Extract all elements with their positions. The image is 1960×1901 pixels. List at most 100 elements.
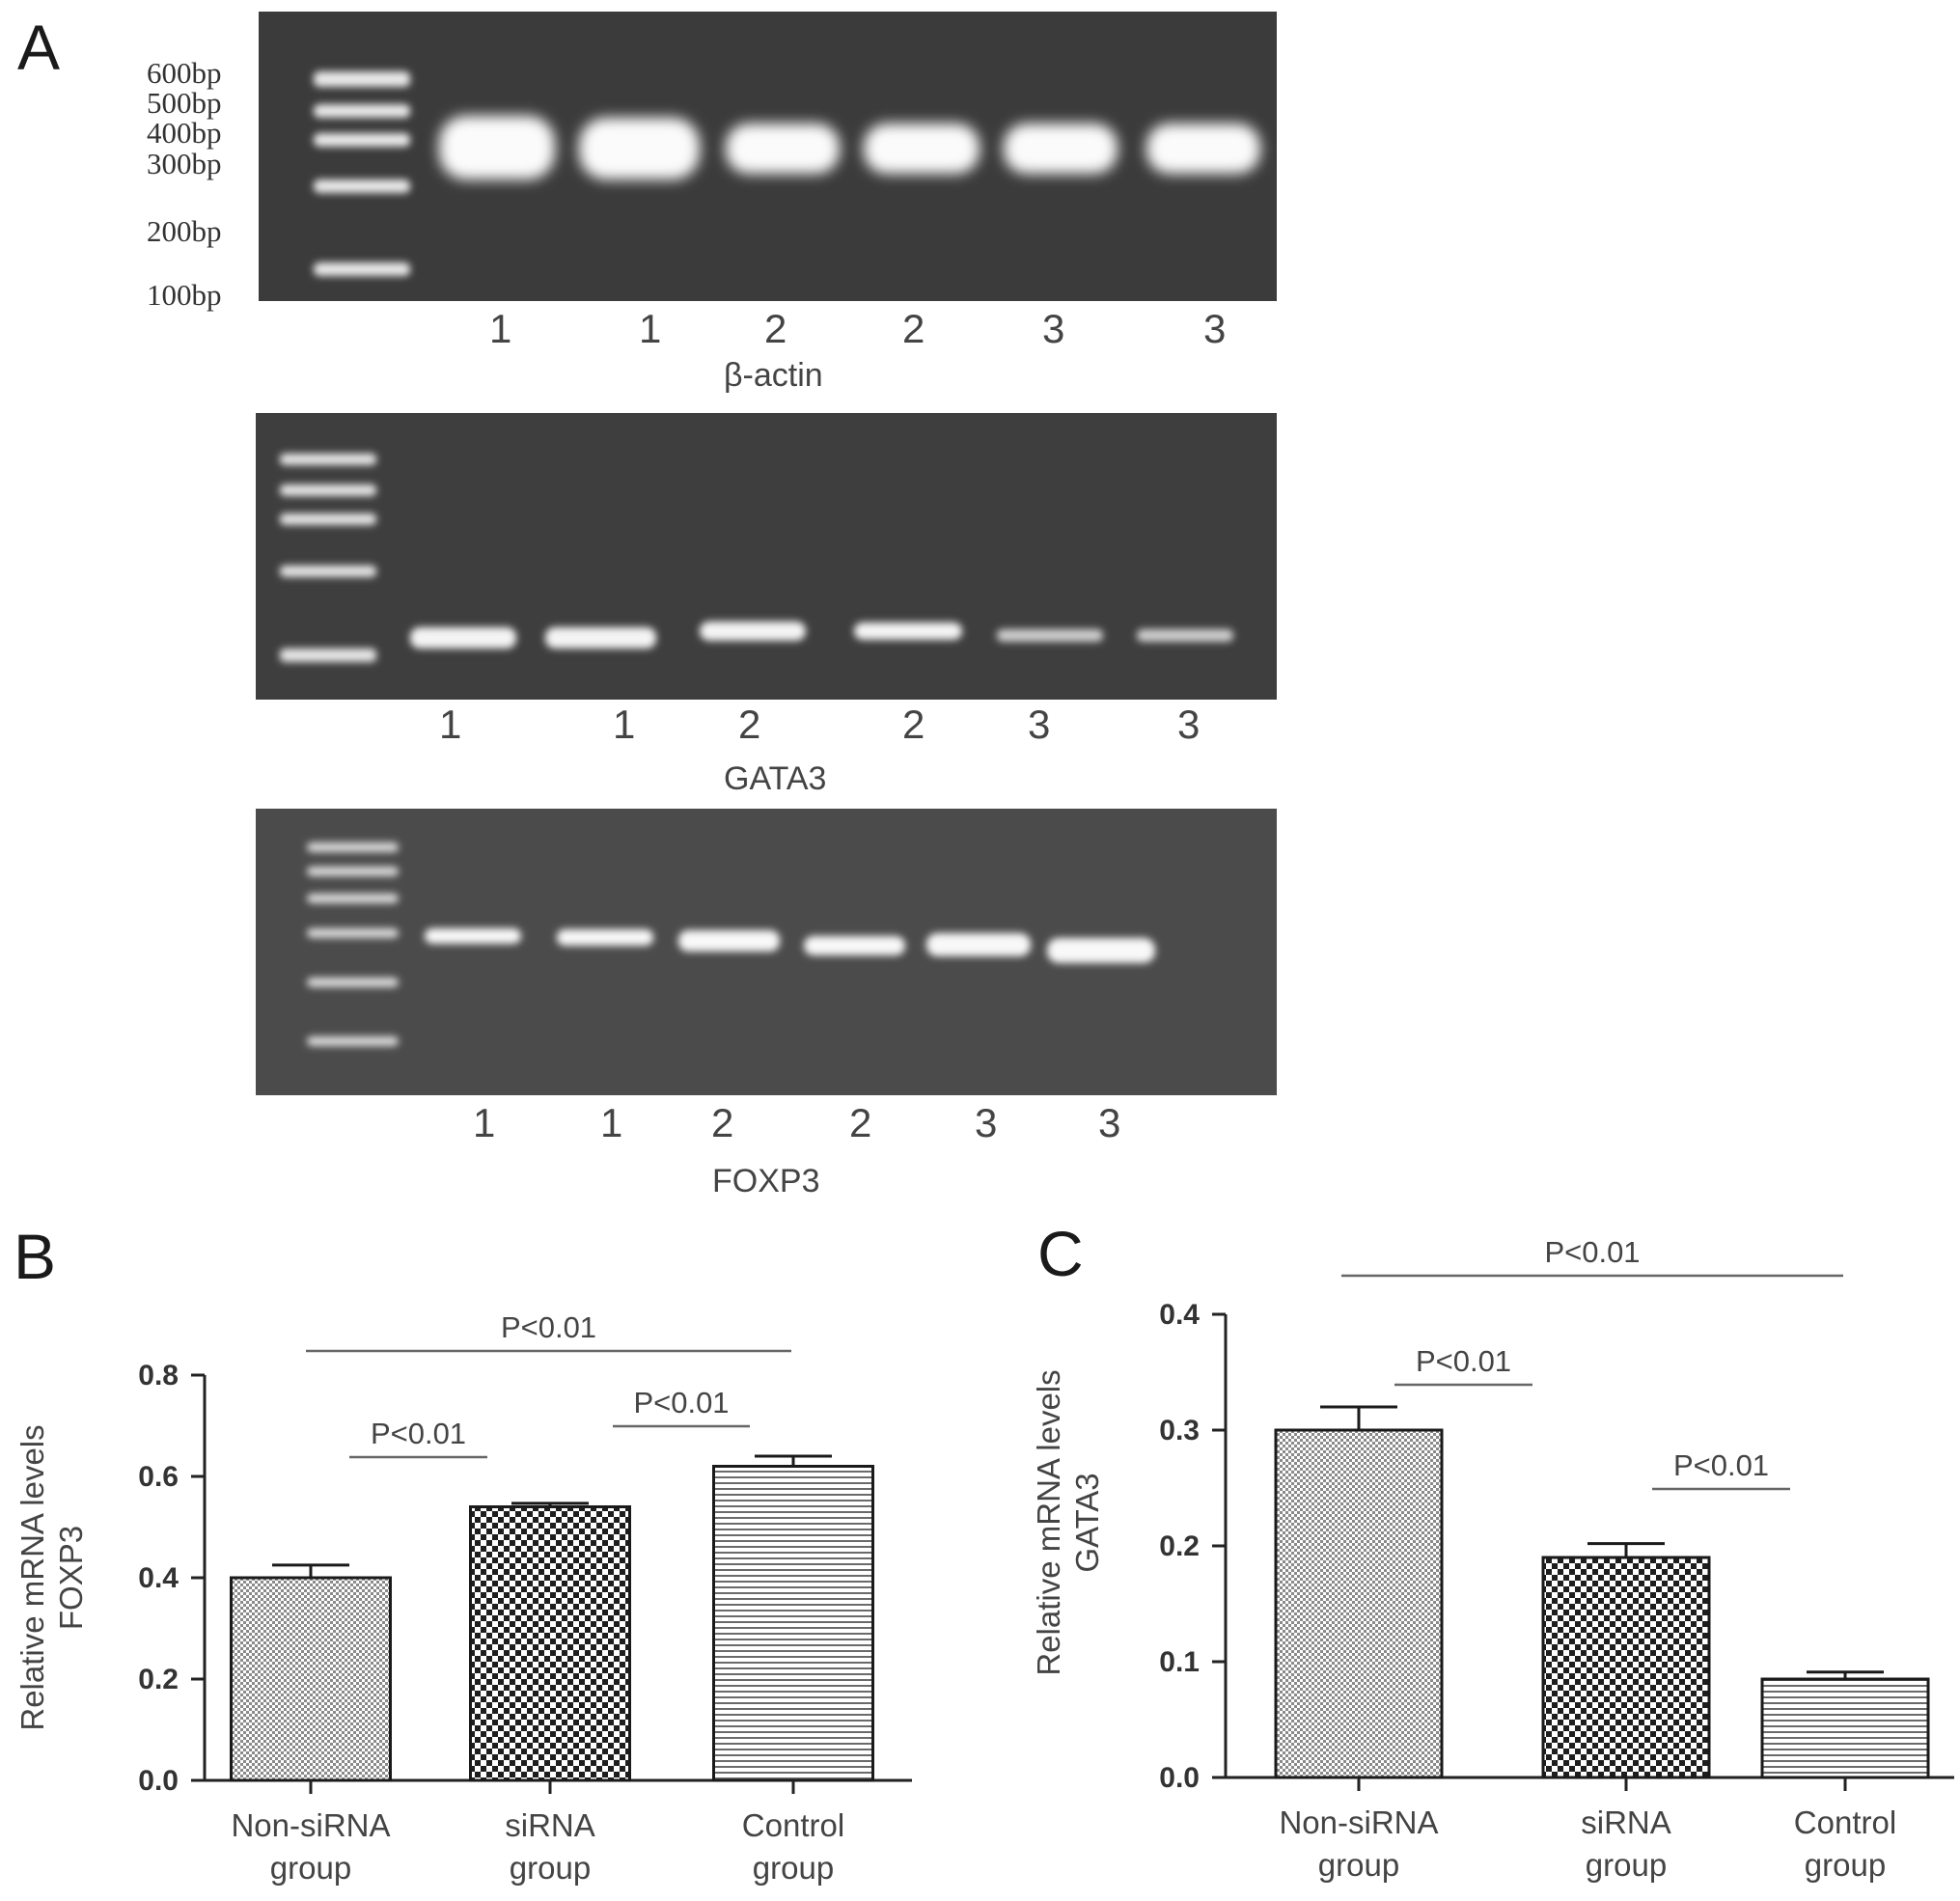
sample-band <box>439 116 555 179</box>
ladder-band <box>307 928 399 938</box>
bar <box>1760 1677 1930 1779</box>
y-tick-label: 0.4 <box>138 1562 179 1594</box>
ladder-label: 200bp <box>147 214 222 248</box>
ladder-band <box>307 867 399 876</box>
lane-label: 1 <box>439 702 461 747</box>
sample-band <box>926 933 1031 956</box>
lane-label: 2 <box>738 702 760 747</box>
ladder-label: 600bp <box>147 56 222 90</box>
panel-letter-b: B <box>14 1221 56 1292</box>
gel-label: β-actin <box>724 357 823 394</box>
sample-band <box>1137 629 1233 642</box>
lane-label: 1 <box>639 306 661 351</box>
lane-label: 2 <box>849 1100 871 1145</box>
category-label: group <box>510 1850 591 1886</box>
ladder-band <box>307 842 399 852</box>
ladder-band <box>314 262 410 276</box>
ladder-labels: 600bp 500bp 400bp 300bp 200bp 100bp <box>147 56 222 312</box>
lane-label: 3 <box>1098 1100 1120 1145</box>
gel-label: FOXP3 <box>712 1163 819 1199</box>
y-axis-label: FOXP3 <box>53 1526 89 1630</box>
lane-label: 1 <box>600 1100 622 1145</box>
ladder-band <box>307 978 399 987</box>
chart-foxp3: 0.0 0.2 0.4 0.6 0.8 Relative mRNA levels FOXP3… <box>14 1310 912 1886</box>
lane-label: 2 <box>711 1100 733 1145</box>
ladder <box>314 71 410 276</box>
sample-band <box>579 118 700 179</box>
category-label: Non-siRNA <box>1279 1805 1438 1840</box>
gel-foxp3: 1 1 2 2 3 3 FOXP3 <box>256 809 1277 1199</box>
sample-band <box>425 928 521 944</box>
sample-band <box>864 124 980 174</box>
y-axis-label: Relative mRNA levels <box>1031 1369 1066 1675</box>
y-tick-label: 0.6 <box>138 1461 179 1493</box>
ladder-band <box>314 104 410 118</box>
lane-label: 3 <box>975 1100 997 1145</box>
sample-bands <box>410 621 1233 648</box>
category-label: Control <box>1794 1805 1896 1840</box>
gel-background <box>256 413 1277 700</box>
y-axis-label: GATA3 <box>1069 1473 1105 1572</box>
lane-label: 3 <box>1028 702 1050 747</box>
sample-band <box>726 124 840 174</box>
sample-band <box>854 622 962 640</box>
sample-bands <box>439 116 1260 179</box>
ladder-band <box>280 513 376 525</box>
lane-label: 1 <box>489 306 511 351</box>
y-tick-label: 0.3 <box>1159 1415 1200 1446</box>
sample-band <box>678 930 780 951</box>
ladder-label: 500bp <box>147 86 222 120</box>
ladder-label: 400bp <box>147 116 222 150</box>
y-tick-label: 0.2 <box>138 1664 179 1695</box>
ladder <box>307 842 399 1046</box>
significance-label: P<0.01 <box>633 1386 729 1419</box>
y-axis-label: Relative mRNA levels <box>14 1424 50 1730</box>
ladder-band <box>314 133 410 147</box>
category-label: group <box>1586 1847 1667 1883</box>
bar <box>469 1505 631 1782</box>
ladder-label: 100bp <box>147 278 222 312</box>
ladder-band <box>280 648 376 662</box>
bar <box>1541 1556 1711 1779</box>
sample-band <box>804 936 905 955</box>
lane-label: 2 <box>902 702 925 747</box>
lane-label: 1 <box>613 702 635 747</box>
lane-labels: 1 1 2 2 3 3 <box>489 306 1226 351</box>
category-label: siRNA <box>505 1807 595 1843</box>
ladder-band <box>314 179 410 193</box>
ladder-label: 300bp <box>147 147 222 180</box>
sample-band <box>700 621 806 641</box>
sample-bands <box>425 928 1155 963</box>
significance-label: P<0.01 <box>1416 1344 1511 1378</box>
category-label: group <box>753 1850 834 1886</box>
category-label: group <box>1805 1847 1886 1883</box>
gel-label: GATA3 <box>724 760 826 797</box>
category-label: group <box>270 1850 351 1886</box>
panel-letter-a: A <box>17 12 60 83</box>
significance-label: P<0.01 <box>501 1310 596 1344</box>
y-tick-label: 0.8 <box>138 1360 179 1391</box>
chart-gata3: 0.0 0.1 0.2 0.3 0.4 Relative mRNA levels GATA3… <box>1031 1235 1954 1883</box>
lane-labels: 1 1 2 2 3 3 <box>473 1100 1120 1145</box>
significance-label: P<0.01 <box>1544 1235 1640 1269</box>
sample-band <box>545 627 656 648</box>
lane-label: 3 <box>1177 702 1200 747</box>
sample-band <box>1146 124 1260 174</box>
y-tick-label: 0.4 <box>1159 1299 1200 1331</box>
bar <box>230 1576 392 1782</box>
ladder-band <box>280 454 376 465</box>
sample-band <box>997 629 1103 642</box>
ladder-band <box>280 565 376 577</box>
significance-label: P<0.01 <box>371 1417 466 1450</box>
category-label: group <box>1318 1847 1399 1883</box>
panel-letter-c: C <box>1037 1218 1084 1289</box>
bar <box>712 1465 874 1782</box>
y-tick-label: 0.0 <box>138 1765 179 1797</box>
y-tick-label: 0.2 <box>1159 1530 1200 1562</box>
ladder-band <box>280 484 376 496</box>
lane-label: 2 <box>764 306 787 351</box>
category-label: Control <box>742 1807 844 1843</box>
lane-label: 3 <box>1042 306 1064 351</box>
bar <box>1274 1428 1444 1779</box>
